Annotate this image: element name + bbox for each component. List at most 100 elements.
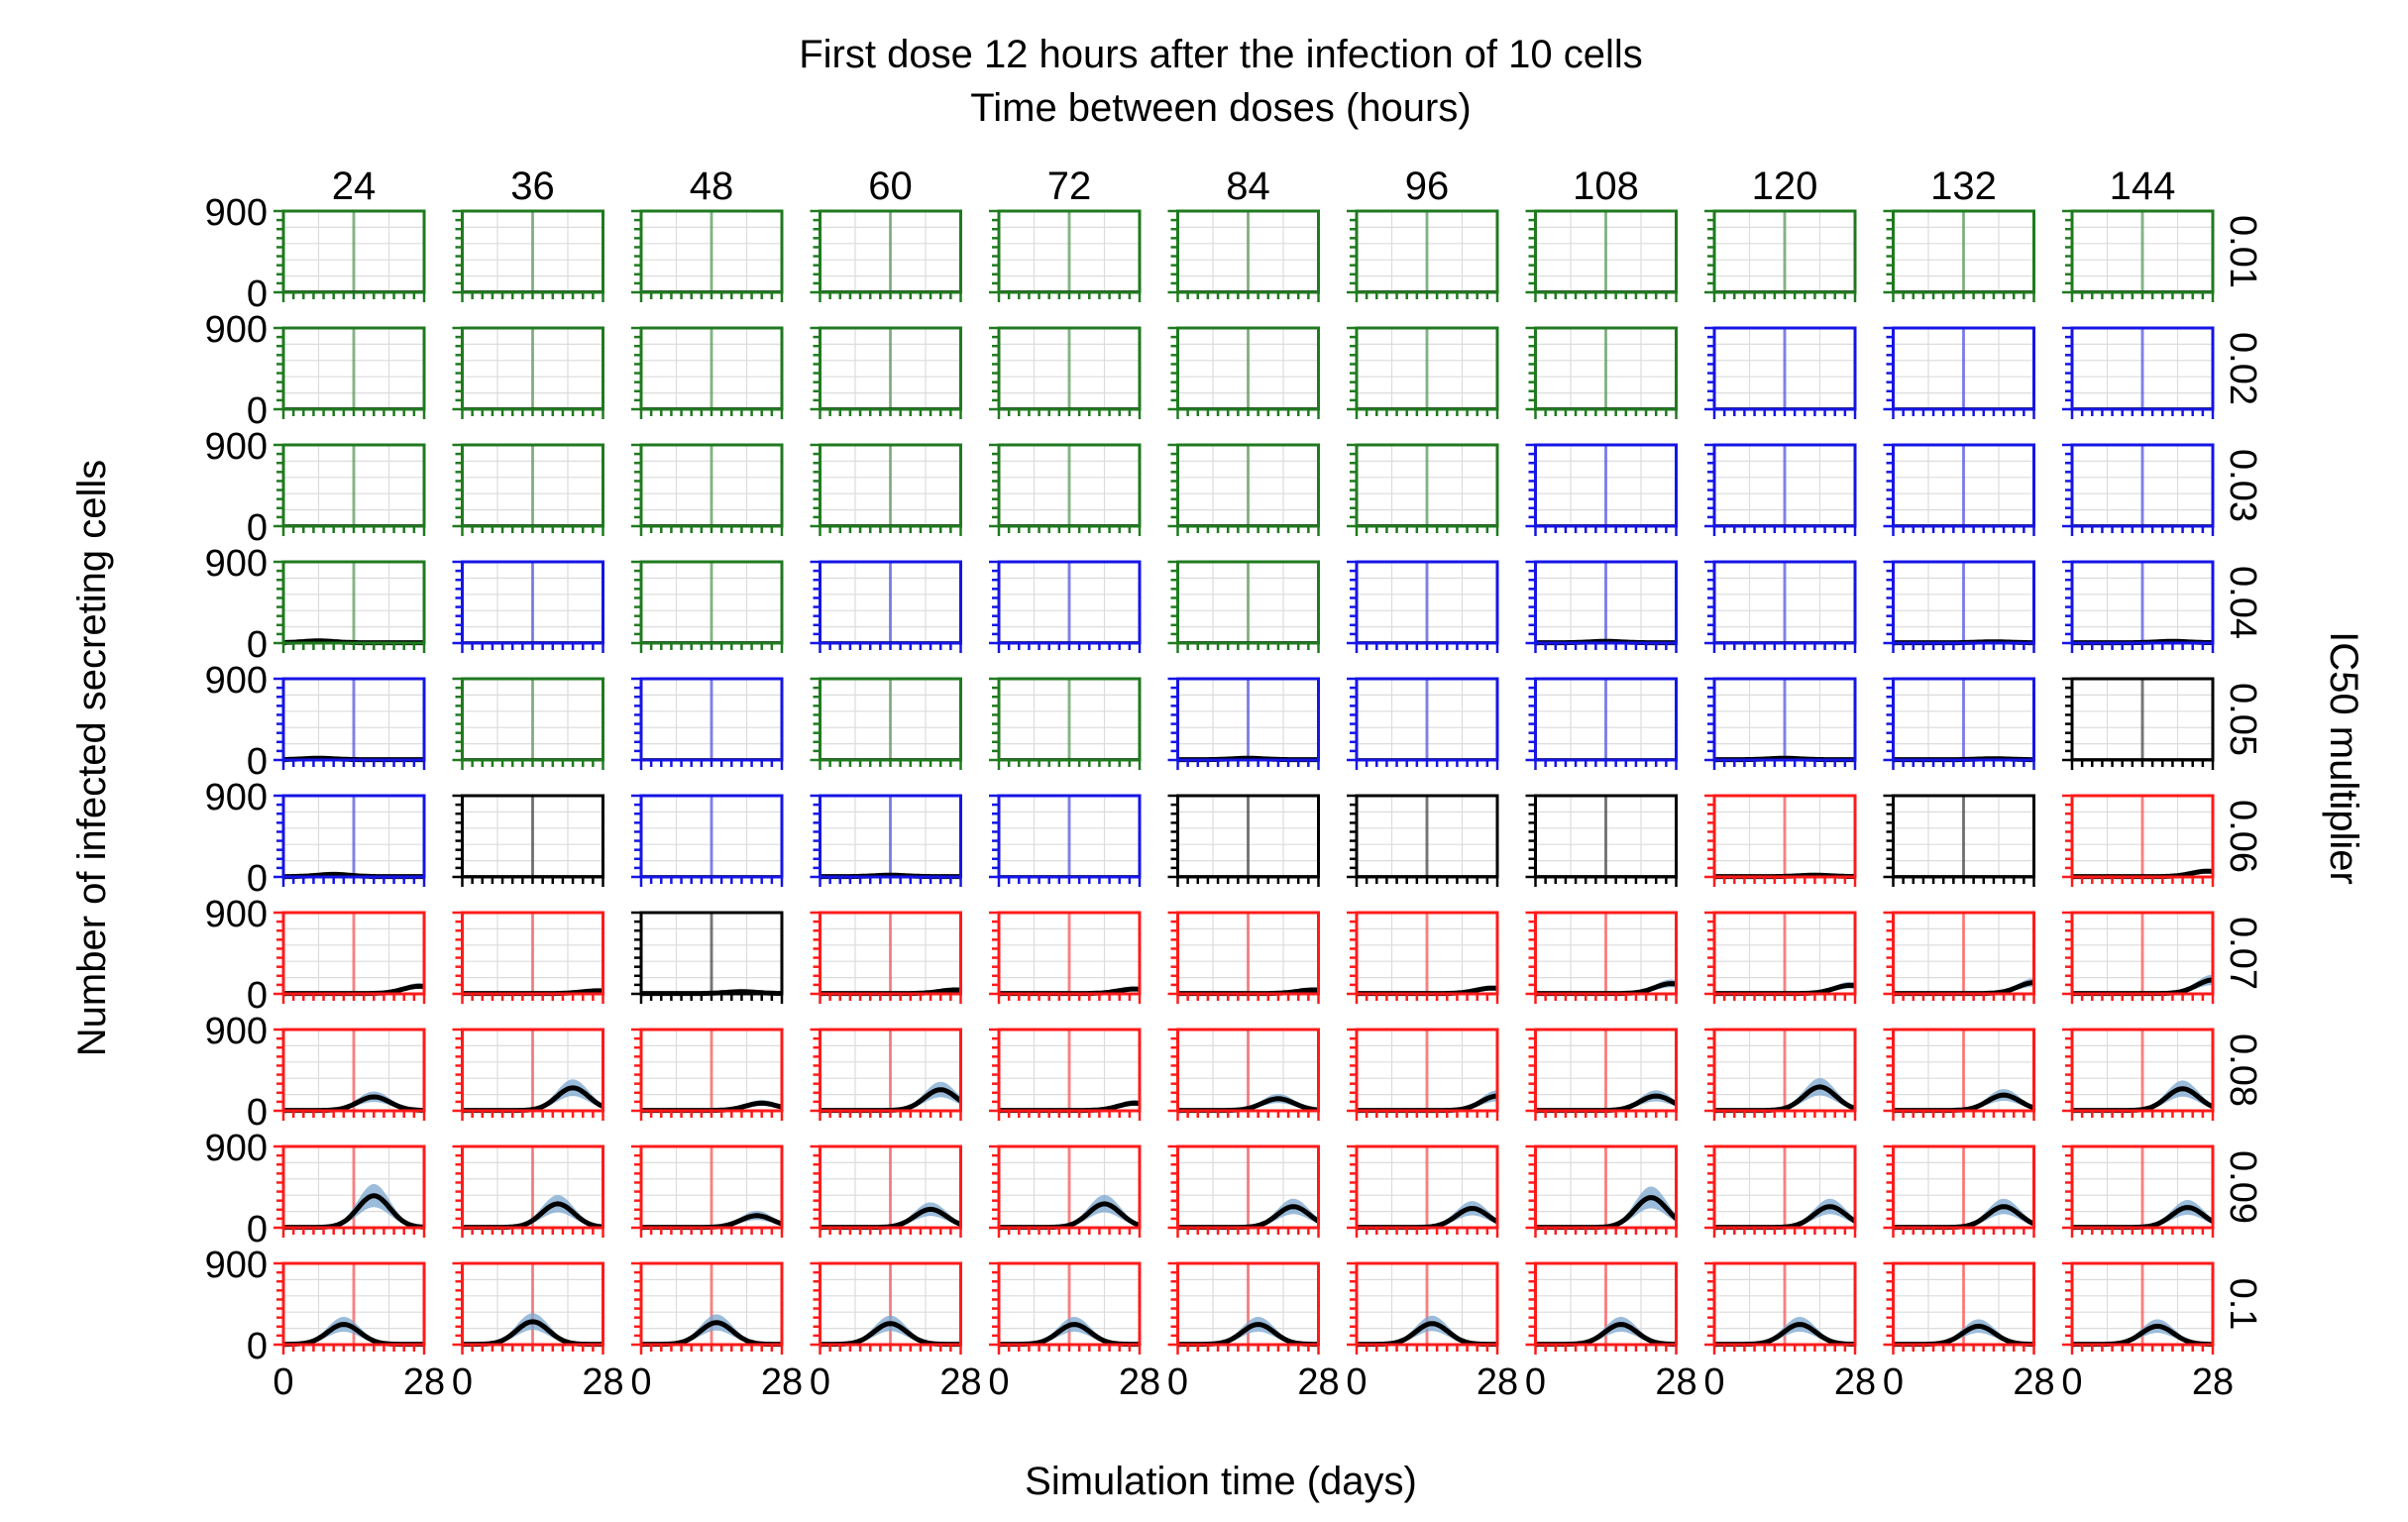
column-label-60: 60 <box>868 164 913 208</box>
column-label-84: 84 <box>1226 164 1270 208</box>
panel-r0-c5 <box>1167 209 1320 302</box>
panel-r4-c8 <box>1704 677 1857 770</box>
panel-r3-c6 <box>1347 560 1499 653</box>
y-tick-label-900: 900 <box>205 426 268 468</box>
row-label-0.06: 0.06 <box>2222 800 2263 873</box>
y-tick-label-900: 900 <box>205 309 268 351</box>
panel-r8-c9 <box>1883 1144 2035 1238</box>
panel-r5-c5 <box>1167 794 1320 887</box>
panel-r4-c1 <box>452 677 604 770</box>
confidence-band <box>641 1314 782 1345</box>
panel-r4-c6 <box>1347 677 1499 770</box>
x-tick-label-0: 0 <box>810 1361 830 1403</box>
panel-r9-c5 <box>1167 1261 1320 1355</box>
panel-r6-c8 <box>1704 911 1857 1004</box>
y-tick-label-900: 900 <box>205 1128 268 1169</box>
panel-r0-c7 <box>1525 209 1678 302</box>
panel-r0-c3 <box>810 209 962 302</box>
panel-r9-c2 <box>631 1261 784 1355</box>
x-tick-label-0: 0 <box>1883 1361 1904 1403</box>
panel-r5-c9 <box>1883 794 2035 887</box>
x-tick-label-0: 0 <box>2061 1361 2082 1403</box>
x-tick-label-28: 28 <box>1119 1361 1160 1403</box>
panel-r6-c10 <box>2062 911 2215 1004</box>
column-label-48: 48 <box>690 164 734 208</box>
panel-r1-c6 <box>1347 326 1499 419</box>
confidence-band <box>820 1081 961 1111</box>
panel-r0-c8 <box>1704 209 1857 302</box>
panel-r6-c9 <box>1883 911 2035 1004</box>
y-tick-label-900: 900 <box>205 894 268 935</box>
panel-r7-c0 <box>274 1028 426 1121</box>
panel-r6-c3 <box>810 911 962 1004</box>
panel-r3-c5 <box>1167 560 1320 653</box>
panel-r5-c7 <box>1525 794 1678 887</box>
panel-r0-c2 <box>631 209 784 302</box>
y-tick-label-0: 0 <box>247 273 268 315</box>
panel-r1-c1 <box>452 326 604 419</box>
panel-r6-c4 <box>989 911 1142 1004</box>
x-tick-label-28: 28 <box>1655 1361 1697 1403</box>
panel-r3-c1 <box>452 560 604 653</box>
panel-r4-c0 <box>274 677 426 770</box>
y-tick-label-0: 0 <box>247 390 268 432</box>
x-tick-label-0: 0 <box>1703 1361 1724 1403</box>
panel-r0-c10 <box>2062 209 2215 302</box>
x-tick-label-0: 0 <box>1167 1361 1188 1403</box>
x-tick-label-0: 0 <box>630 1361 651 1403</box>
y-tick-label-900: 900 <box>205 1011 268 1052</box>
panel-r4-c7 <box>1525 677 1678 770</box>
panel-r8-c7 <box>1525 1144 1679 1238</box>
column-label-24: 24 <box>332 164 377 208</box>
column-label-96: 96 <box>1405 164 1450 208</box>
panel-r1-c9 <box>1883 326 2035 419</box>
panel-r5-c2 <box>631 794 784 887</box>
panel-r9-c10 <box>2062 1261 2215 1355</box>
panel-r2-c2 <box>631 443 784 536</box>
panel-r8-c3 <box>810 1144 962 1238</box>
panel-grid: 24 36 48 60 72 84 96 108 120 132 14490000.0190000.… <box>205 164 2263 1403</box>
x-tick-label-28: 28 <box>1834 1361 1876 1403</box>
x-tick-label-0: 0 <box>273 1361 293 1403</box>
panel-r5-c6 <box>1347 794 1499 887</box>
confidence-band <box>462 1195 603 1228</box>
panel-r3-c3 <box>810 560 962 653</box>
panel-r7-c10 <box>2062 1028 2215 1121</box>
panel-r2-c10 <box>2062 443 2215 536</box>
panel-r2-c6 <box>1347 443 1499 536</box>
y-tick-label-900: 900 <box>205 660 268 702</box>
panel-r3-c8 <box>1704 560 1857 653</box>
panel-r9-c8 <box>1704 1261 1857 1355</box>
panel-r6-c5 <box>1167 911 1320 1004</box>
panel-r9-c6 <box>1347 1261 1499 1355</box>
y-tick-label-0: 0 <box>247 1209 268 1250</box>
panel-r7-c6 <box>1347 1028 1499 1121</box>
panel-r0-c9 <box>1883 209 2035 302</box>
panel-r3-c2 <box>631 560 784 653</box>
panel-r1-c4 <box>989 326 1142 419</box>
x-tick-label-28: 28 <box>939 1361 981 1403</box>
x-tick-label-0: 0 <box>1346 1361 1367 1403</box>
y-tick-label-900: 900 <box>205 777 268 818</box>
panel-r9-c4 <box>989 1261 1142 1355</box>
y-tick-label-900: 900 <box>205 1245 268 1286</box>
panel-r7-c3 <box>810 1028 963 1121</box>
row-label-0.08: 0.08 <box>2222 1033 2263 1107</box>
panel-r9-c0 <box>274 1261 426 1355</box>
panel-r9-c1 <box>452 1261 604 1355</box>
panel-r4-c9 <box>1883 677 2035 770</box>
panel-r1-c8 <box>1704 326 1857 419</box>
panel-r2-c3 <box>810 443 962 536</box>
confidence-band <box>1714 1198 1855 1228</box>
panel-r7-c8 <box>1704 1028 1857 1121</box>
column-label-120: 120 <box>1752 164 1818 208</box>
row-label-0.04: 0.04 <box>2222 566 2263 639</box>
panel-r3-c0 <box>274 560 426 653</box>
row-label-0.02: 0.02 <box>2222 332 2263 405</box>
panel-r6-c2 <box>631 911 784 1004</box>
x-tick-label-0: 0 <box>1525 1361 1546 1403</box>
y-tick-label-900: 900 <box>205 192 268 234</box>
panel-r0-c0 <box>274 209 426 302</box>
panel-r5-c0 <box>274 794 426 887</box>
